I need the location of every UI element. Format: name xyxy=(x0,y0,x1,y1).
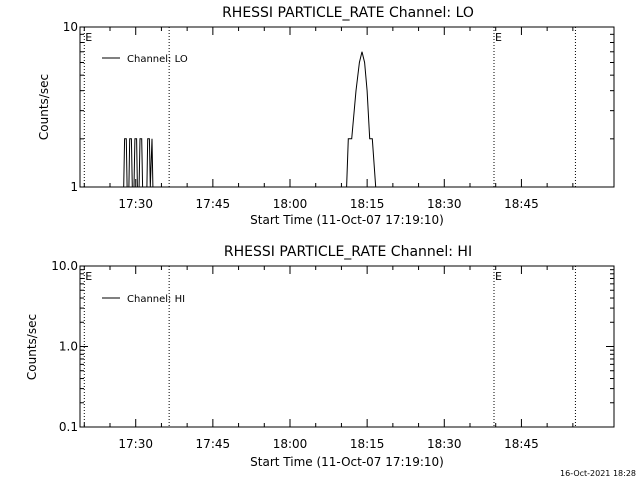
y-tick-label: 1 xyxy=(70,180,78,194)
x-ticks-hi: 17:30 17:45 18:00 18:15 18:30 18:45 xyxy=(83,266,574,451)
x-tick-label: 18:30 xyxy=(427,437,462,451)
chart-title-lo: RHESSI PARTICLE_RATE Channel: LO xyxy=(222,5,474,21)
x-tick-label: 17:30 xyxy=(118,197,153,211)
event-marker-label: E xyxy=(85,31,92,44)
x-tick-label: 17:45 xyxy=(196,437,231,451)
x-tick-label: 18:45 xyxy=(504,197,539,211)
x-tick-label: 18:15 xyxy=(350,197,385,211)
legend-entry-hi: Channel: HI xyxy=(127,294,185,305)
x-tick-label: 18:30 xyxy=(427,197,462,211)
y-ticks-hi: 0.1 1.0 10.0 xyxy=(51,259,614,434)
plot-frame-hi xyxy=(79,265,615,428)
series-group-lo xyxy=(123,51,379,188)
x-tick-label: 18:00 xyxy=(273,197,308,211)
series-line xyxy=(123,51,379,188)
y-tick-label: 10 xyxy=(63,20,78,34)
legend-entry-lo: Channel: LO xyxy=(127,54,188,65)
x-tick-label: 17:45 xyxy=(196,197,231,211)
y-tick-label: 0.1 xyxy=(59,420,78,434)
legend-lo: Channel: LO xyxy=(102,54,188,65)
panel-hi: RHESSI PARTICLE_RATE Channel: HI Counts/… xyxy=(25,244,615,469)
event-marker-label: E xyxy=(495,31,502,44)
y-axis-label-lo: Counts/sec xyxy=(37,74,51,140)
x-tick-label: 18:00 xyxy=(273,437,308,451)
x-tick-label: 17:30 xyxy=(118,437,153,451)
event-marker-label: E xyxy=(85,270,92,283)
y-tick-label: 10.0 xyxy=(51,259,78,273)
x-ticks-lo: 17:30 17:45 18:00 18:15 18:30 18:45 xyxy=(83,27,574,211)
panel-lo: RHESSI PARTICLE_RATE Channel: LO Counts/… xyxy=(37,5,615,227)
x-tick-label: 18:15 xyxy=(350,437,385,451)
footer-timestamp: 16-Oct-2021 18:28 xyxy=(560,469,636,478)
chart-title-hi: RHESSI PARTICLE_RATE Channel: HI xyxy=(224,244,472,260)
event-marker-label: E xyxy=(495,270,502,283)
y-axis-label-hi: Counts/sec xyxy=(25,314,39,380)
x-axis-label-lo: Start Time (11-Oct-07 17:19:10) xyxy=(250,213,444,227)
y-tick-label: 1.0 xyxy=(59,340,78,354)
legend-hi: Channel: HI xyxy=(102,294,185,305)
x-axis-label-hi: Start Time (11-Oct-07 17:19:10) xyxy=(250,455,444,469)
y-ticks-lo: 1 10 xyxy=(63,20,614,194)
x-tick-label: 18:45 xyxy=(504,437,539,451)
